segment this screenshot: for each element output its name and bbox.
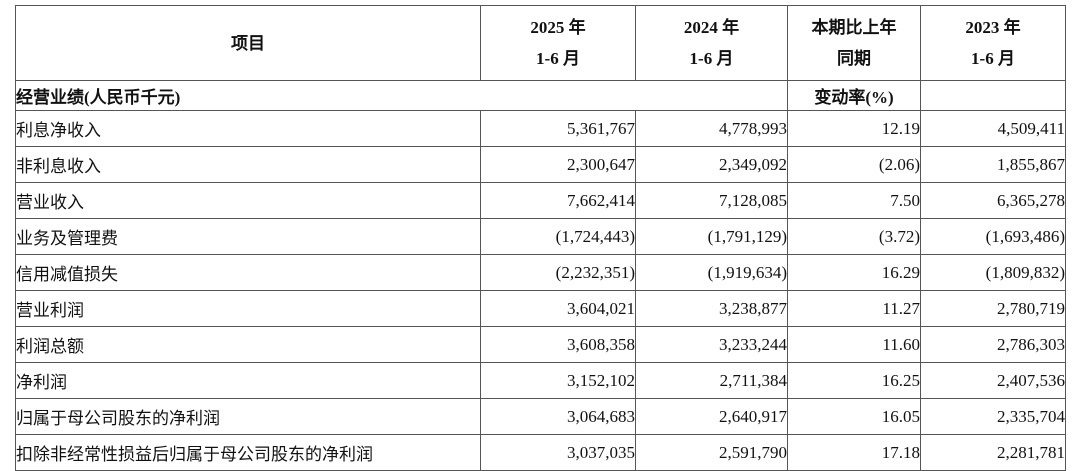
change-cell: 11.60	[787, 326, 921, 363]
change-cell: 12.19	[787, 110, 921, 147]
value-2025-cell: 3,608,358	[480, 326, 636, 363]
item-cell: 非利息收入	[15, 146, 481, 183]
item-cell: 利息净收入	[15, 110, 481, 147]
section-row: 经营业绩(人民币千元) 变动率(%)	[15, 80, 1066, 111]
header-change-line1: 本期比上年	[811, 18, 897, 37]
value-2023-cell: 2,780,719	[920, 290, 1066, 327]
item-cell: 营业收入	[15, 182, 481, 219]
change-cell: (3.72)	[787, 218, 921, 255]
header-2025: 2025 年 1-6 月	[480, 5, 636, 81]
table-header-row: 项目 2025 年 1-6 月 2024 年 1-6 月 本期比上年 同期 20…	[15, 5, 1066, 81]
value-2023-cell: 2,335,704	[920, 398, 1066, 435]
header-item: 项目	[15, 5, 481, 81]
table-row: 营业收入 7,662,414 7,128,085 7.50 6,365,278	[15, 182, 1066, 219]
change-cell: 16.05	[787, 398, 921, 435]
value-2024-cell: (1,919,634)	[635, 254, 788, 291]
header-2023-line1: 2023 年	[965, 18, 1021, 37]
item-cell: 业务及管理费	[15, 218, 481, 255]
header-change: 本期比上年 同期	[787, 5, 921, 81]
item-cell: 扣除非经常性损益后归属于母公司股东的净利润	[15, 434, 481, 471]
table-row: 归属于母公司股东的净利润 3,064,683 2,640,917 16.05 2…	[15, 398, 1066, 435]
section-empty-cell	[920, 80, 1066, 111]
change-cell: (2.06)	[787, 146, 921, 183]
change-cell: 17.18	[787, 434, 921, 471]
value-2025-cell: 2,300,647	[480, 146, 636, 183]
value-2024-cell: 3,233,244	[635, 326, 788, 363]
header-2025-line2: 1-6 月	[536, 49, 580, 68]
value-2025-cell: 3,037,035	[480, 434, 636, 471]
table-row: 信用减值损失 (2,232,351) (1,919,634) 16.29 (1,…	[15, 254, 1066, 291]
table-row: 业务及管理费 (1,724,443) (1,791,129) (3.72) (1…	[15, 218, 1066, 255]
header-2023-line2: 1-6 月	[971, 49, 1015, 68]
value-2023-cell: 2,281,781	[920, 434, 1066, 471]
value-2024-cell: 2,640,917	[635, 398, 788, 435]
item-cell: 信用减值损失	[15, 254, 481, 291]
financial-results-table: 项目 2025 年 1-6 月 2024 年 1-6 月 本期比上年 同期 20…	[15, 5, 1066, 471]
header-2024-line2: 1-6 月	[689, 49, 734, 68]
value-2025-cell: (2,232,351)	[480, 254, 636, 291]
value-2024-cell: 2,711,384	[635, 362, 788, 399]
value-2023-cell: 6,365,278	[920, 182, 1066, 219]
header-2025-line1: 2025 年	[530, 18, 586, 37]
item-cell: 利润总额	[15, 326, 481, 363]
value-2024-cell: 3,238,877	[635, 290, 788, 327]
value-2025-cell: 3,152,102	[480, 362, 636, 399]
item-cell: 净利润	[15, 362, 481, 399]
item-cell: 归属于母公司股东的净利润	[15, 398, 481, 435]
table-row: 非利息收入 2,300,647 2,349,092 (2.06) 1,855,8…	[15, 146, 1066, 183]
table-row: 利润总额 3,608,358 3,233,244 11.60 2,786,303	[15, 326, 1066, 363]
value-2025-cell: (1,724,443)	[480, 218, 636, 255]
value-2023-cell: 1,855,867	[920, 146, 1066, 183]
table-row: 净利润 3,152,102 2,711,384 16.25 2,407,536	[15, 362, 1066, 399]
change-cell: 7.50	[787, 182, 921, 219]
value-2023-cell: (1,693,486)	[920, 218, 1066, 255]
value-2025-cell: 7,662,414	[480, 182, 636, 219]
change-cell: 16.25	[787, 362, 921, 399]
value-2025-cell: 3,064,683	[480, 398, 636, 435]
header-2023: 2023 年 1-6 月	[920, 5, 1066, 81]
item-cell: 营业利润	[15, 290, 481, 327]
value-2025-cell: 3,604,021	[480, 290, 636, 327]
value-2024-cell: 2,349,092	[635, 146, 788, 183]
value-2023-cell: 2,407,536	[920, 362, 1066, 399]
header-2024-line1: 2024 年	[683, 18, 740, 37]
value-2024-cell: 2,591,790	[635, 434, 788, 471]
value-2025-cell: 5,361,767	[480, 110, 636, 147]
value-2024-cell: 7,128,085	[635, 182, 788, 219]
table-row: 营业利润 3,604,021 3,238,877 11.27 2,780,719	[15, 290, 1066, 327]
value-2023-cell: 4,509,411	[920, 110, 1066, 147]
header-change-line2: 同期	[837, 49, 871, 68]
change-cell: 11.27	[787, 290, 921, 327]
value-2023-cell: 2,786,303	[920, 326, 1066, 363]
table-row: 利息净收入 5,361,767 4,778,993 12.19 4,509,41…	[15, 110, 1066, 147]
value-2024-cell: (1,791,129)	[635, 218, 788, 255]
header-item-label: 项目	[231, 33, 265, 53]
change-cell: 16.29	[787, 254, 921, 291]
value-2023-cell: (1,809,832)	[920, 254, 1066, 291]
section-title: 经营业绩(人民币千元)	[15, 80, 788, 111]
table-row: 扣除非经常性损益后归属于母公司股东的净利润 3,037,035 2,591,79…	[15, 434, 1066, 471]
section-change-rate-label: 变动率(%)	[787, 80, 921, 111]
value-2024-cell: 4,778,993	[635, 110, 788, 147]
header-2024: 2024 年 1-6 月	[635, 5, 788, 81]
